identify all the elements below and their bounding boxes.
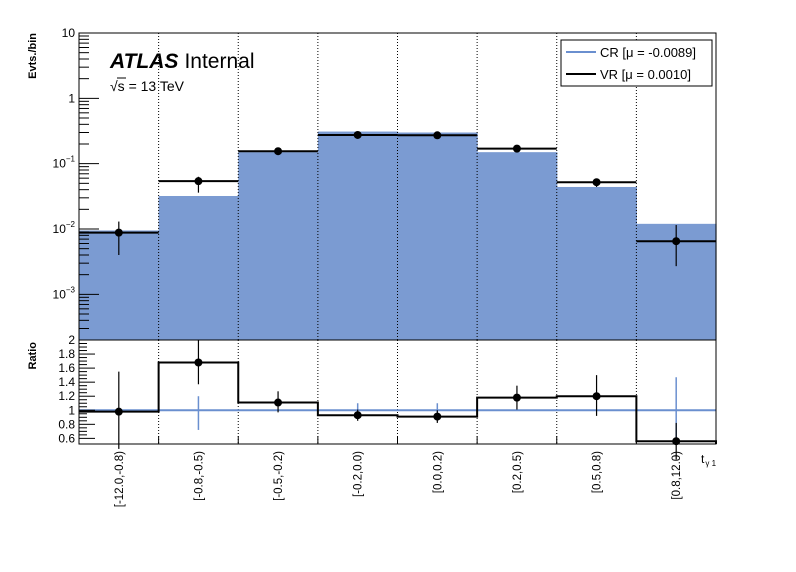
top-tick-label: 10 (62, 26, 76, 40)
ratio-step-line (79, 361, 717, 444)
ratio-tick-label: 0.6 (58, 431, 75, 445)
ratio-tick-label: 1 (68, 403, 75, 417)
legend-vr-label: VR [μ = 0.0010] (600, 67, 691, 82)
ratio-series (79, 340, 717, 460)
x-category-label: [-0.8,-0.5) (193, 451, 205, 501)
ratio-tick-label: 1.8 (58, 347, 75, 361)
top-tick-label: 10−1 (53, 155, 76, 171)
ratio-point (433, 412, 442, 421)
ratio-panel: 21.81.61.41.210.80.6 [-12.0,-0.8) [-0.8,-… (58, 333, 717, 507)
vr-point (194, 177, 203, 186)
x-category-label: [-0.2,0.0) (353, 451, 365, 497)
x-category-label: [0.5,0.8) (592, 451, 604, 493)
y-axis-label-top: Evts./bin (27, 33, 39, 79)
tick-exponent: −2 (66, 220, 76, 229)
x-category-label: [0.2,0.5) (512, 451, 524, 493)
cr-bar (317, 131, 399, 340)
top-tick-label: 10−2 (53, 220, 76, 236)
tick-base: 10 (53, 287, 67, 301)
tick-exponent: −1 (66, 155, 76, 164)
vr-point (433, 131, 442, 140)
ratio-point (672, 437, 681, 446)
top-tick-label: 1 (68, 91, 75, 105)
x-category-label: [0.0,0.2) (432, 451, 444, 493)
y-axis-label-ratio: Ratio (27, 342, 39, 370)
x-axis-label: tγ 1 (701, 452, 717, 468)
energy-value: = 13 TeV (125, 78, 185, 94)
cr-bar (477, 152, 558, 340)
tick-base: 10 (62, 26, 76, 40)
x-category-label: [0.8,12.0) (671, 451, 683, 500)
x-axis: [-12.0,-0.8) [-0.8,-0.5) [-0.5,-0.2) [-0.2,… (78, 436, 717, 507)
ratio-point (512, 393, 521, 402)
cr-bar (238, 152, 319, 340)
ratio-vertical-gridlines (158, 340, 637, 444)
ratio-reference-errors (197, 377, 677, 442)
ratio-tick-label: 2 (68, 333, 75, 347)
energy-label: √s = 13 TeV (110, 78, 185, 94)
ratio-tick-label: 1.4 (58, 375, 75, 389)
vr-point (512, 144, 521, 153)
ratio-point (592, 392, 601, 401)
vr-point (592, 178, 601, 187)
ratio-point (274, 398, 283, 407)
x-category-label: [-12.0,-0.8) (114, 451, 126, 507)
legend: CR [μ = -0.0089] VR [μ = 0.0010] (560, 39, 713, 87)
vr-point (274, 147, 283, 156)
legend-cr-label: CR [μ = -0.0089] (600, 45, 696, 60)
cr-bar (556, 186, 637, 340)
vr-point (353, 130, 362, 139)
cr-bar (397, 132, 478, 340)
tick-base: 1 (68, 91, 75, 105)
tick-base: 10 (53, 157, 67, 171)
sqrt-s: √s (110, 78, 125, 94)
ratio-point (353, 411, 362, 420)
ratio-point (194, 358, 203, 367)
tick-base: 10 (53, 222, 67, 236)
vr-point (114, 228, 123, 237)
ratio-y-axis: 21.81.61.41.210.80.6 (58, 333, 95, 445)
tick-exponent: −3 (66, 285, 76, 294)
x-axis-label-sub: γ 1 (705, 459, 716, 468)
vr-series (79, 130, 716, 267)
ratio-tick-label: 1.2 (58, 389, 75, 403)
atlas-experiment: ATLAS (109, 50, 178, 73)
cr-bar (158, 195, 239, 340)
atlas-status: Internal (184, 50, 254, 73)
x-axis-label-main: t (701, 452, 705, 466)
x-category-label: [-0.5,-0.2) (273, 451, 285, 501)
vr-point (672, 237, 681, 246)
cr-histogram (79, 131, 717, 340)
ratio-tick-label: 0.8 (58, 417, 75, 431)
ratio-tick-label: 1.6 (58, 361, 75, 375)
ratio-point (114, 407, 123, 416)
atlas-label: ATLAS Internal (109, 50, 254, 73)
legend-box (560, 39, 713, 87)
top-tick-label: 10−3 (53, 285, 76, 301)
